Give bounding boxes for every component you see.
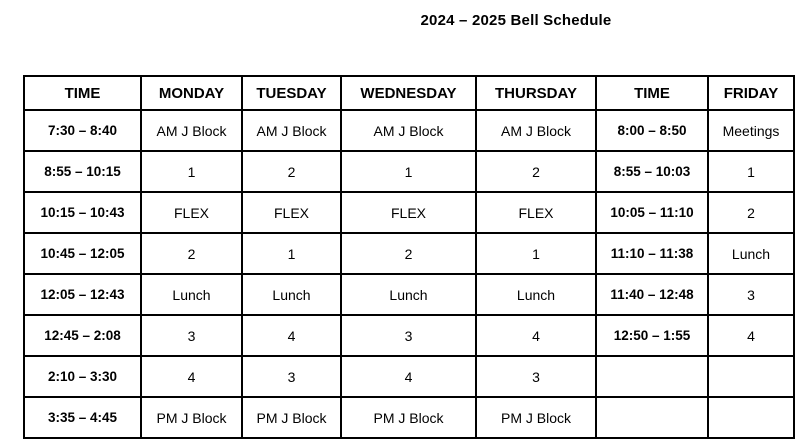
time-cell-friday: 8:00 – 8:50 xyxy=(595,109,709,152)
table-row: 3:35 – 4:45 PM J Block PM J Block PM J B… xyxy=(23,396,795,439)
time-cell: 2:10 – 3:30 xyxy=(23,355,142,398)
time-cell-friday: 8:55 – 10:03 xyxy=(595,150,709,193)
schedule-cell: PM J Block xyxy=(475,396,597,439)
schedule-cell: 1 xyxy=(340,150,477,193)
time-cell: 12:05 – 12:43 xyxy=(23,273,142,316)
schedule-cell: 3 xyxy=(241,355,342,398)
schedule-cell: 3 xyxy=(475,355,597,398)
schedule-cell: 1 xyxy=(475,232,597,275)
schedule-cell: 4 xyxy=(340,355,477,398)
time-cell-friday xyxy=(595,355,709,398)
schedule-cell: Lunch xyxy=(707,232,795,275)
table-row: 12:45 – 2:08 3 4 3 4 12:50 – 1:55 4 xyxy=(23,314,795,357)
schedule-cell: 2 xyxy=(475,150,597,193)
schedule-cell: AM J Block xyxy=(241,109,342,152)
schedule-cell: 1 xyxy=(707,150,795,193)
col-header-friday: FRIDAY xyxy=(707,75,795,111)
schedule-cell: 4 xyxy=(707,314,795,357)
table-row: 12:05 – 12:43 Lunch Lunch Lunch Lunch 11… xyxy=(23,273,795,316)
schedule-cell: FLEX xyxy=(140,191,243,234)
schedule-cell: 2 xyxy=(140,232,243,275)
schedule-cell xyxy=(707,355,795,398)
table-row: 7:30 – 8:40 AM J Block AM J Block AM J B… xyxy=(23,109,795,152)
schedule-cell: Lunch xyxy=(340,273,477,316)
schedule-cell: 2 xyxy=(707,191,795,234)
schedule-cell: FLEX xyxy=(340,191,477,234)
time-cell: 12:45 – 2:08 xyxy=(23,314,142,357)
schedule-cell: 2 xyxy=(241,150,342,193)
table-row: 10:15 – 10:43 FLEX FLEX FLEX FLEX 10:05 … xyxy=(23,191,795,234)
schedule-cell: Lunch xyxy=(140,273,243,316)
time-cell: 10:45 – 12:05 xyxy=(23,232,142,275)
time-cell-friday: 10:05 – 11:10 xyxy=(595,191,709,234)
time-cell: 3:35 – 4:45 xyxy=(23,396,142,439)
schedule-cell: FLEX xyxy=(241,191,342,234)
time-cell: 8:55 – 10:15 xyxy=(23,150,142,193)
header-row: TIME MONDAY TUESDAY WEDNESDAY THURSDAY T… xyxy=(23,75,795,111)
schedule-cell: 3 xyxy=(140,314,243,357)
time-cell: 10:15 – 10:43 xyxy=(23,191,142,234)
schedule-cell: 1 xyxy=(241,232,342,275)
schedule-cell: 3 xyxy=(340,314,477,357)
schedule-cell: 2 xyxy=(340,232,477,275)
schedule-cell: AM J Block xyxy=(340,109,477,152)
schedule-cell: 1 xyxy=(140,150,243,193)
col-header-monday: MONDAY xyxy=(140,75,243,111)
time-cell-friday xyxy=(595,396,709,439)
schedule-cell: 4 xyxy=(475,314,597,357)
schedule-cell: Lunch xyxy=(241,273,342,316)
schedule-cell: AM J Block xyxy=(140,109,243,152)
col-header-time: TIME xyxy=(23,75,142,111)
schedule-cell: 4 xyxy=(140,355,243,398)
schedule-cell: 3 xyxy=(707,273,795,316)
schedule-cell: PM J Block xyxy=(340,396,477,439)
col-header-thursday: THURSDAY xyxy=(475,75,597,111)
time-cell-friday: 12:50 – 1:55 xyxy=(595,314,709,357)
time-cell-friday: 11:40 – 12:48 xyxy=(595,273,709,316)
table-row: 10:45 – 12:05 2 1 2 1 11:10 – 11:38 Lunc… xyxy=(23,232,795,275)
schedule-cell: PM J Block xyxy=(241,396,342,439)
schedule-cell: 4 xyxy=(241,314,342,357)
bell-schedule-table: TIME MONDAY TUESDAY WEDNESDAY THURSDAY T… xyxy=(23,75,795,439)
col-header-tuesday: TUESDAY xyxy=(241,75,342,111)
schedule-cell: Lunch xyxy=(475,273,597,316)
col-header-time-friday: TIME xyxy=(595,75,709,111)
schedule-cell: Meetings xyxy=(707,109,795,152)
table-row: 8:55 – 10:15 1 2 1 2 8:55 – 10:03 1 xyxy=(23,150,795,193)
time-cell: 7:30 – 8:40 xyxy=(23,109,142,152)
table-row: 2:10 – 3:30 4 3 4 3 xyxy=(23,355,795,398)
col-header-wednesday: WEDNESDAY xyxy=(340,75,477,111)
schedule-cell xyxy=(707,396,795,439)
time-cell-friday: 11:10 – 11:38 xyxy=(595,232,709,275)
schedule-cell: AM J Block xyxy=(475,109,597,152)
schedule-cell: PM J Block xyxy=(140,396,243,439)
schedule-cell: FLEX xyxy=(475,191,597,234)
page-title: 2024 – 2025 Bell Schedule xyxy=(420,12,612,29)
